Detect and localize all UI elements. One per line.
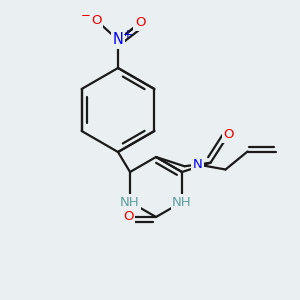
Text: NH: NH — [172, 196, 192, 208]
Text: N: N — [112, 32, 123, 47]
Text: +: + — [123, 28, 133, 40]
Text: NH: NH — [120, 196, 140, 208]
Text: N: N — [193, 158, 202, 171]
Text: −: − — [81, 8, 91, 22]
Text: O: O — [123, 211, 133, 224]
Text: O: O — [91, 14, 101, 26]
Text: O: O — [135, 16, 145, 29]
Text: O: O — [223, 128, 234, 141]
